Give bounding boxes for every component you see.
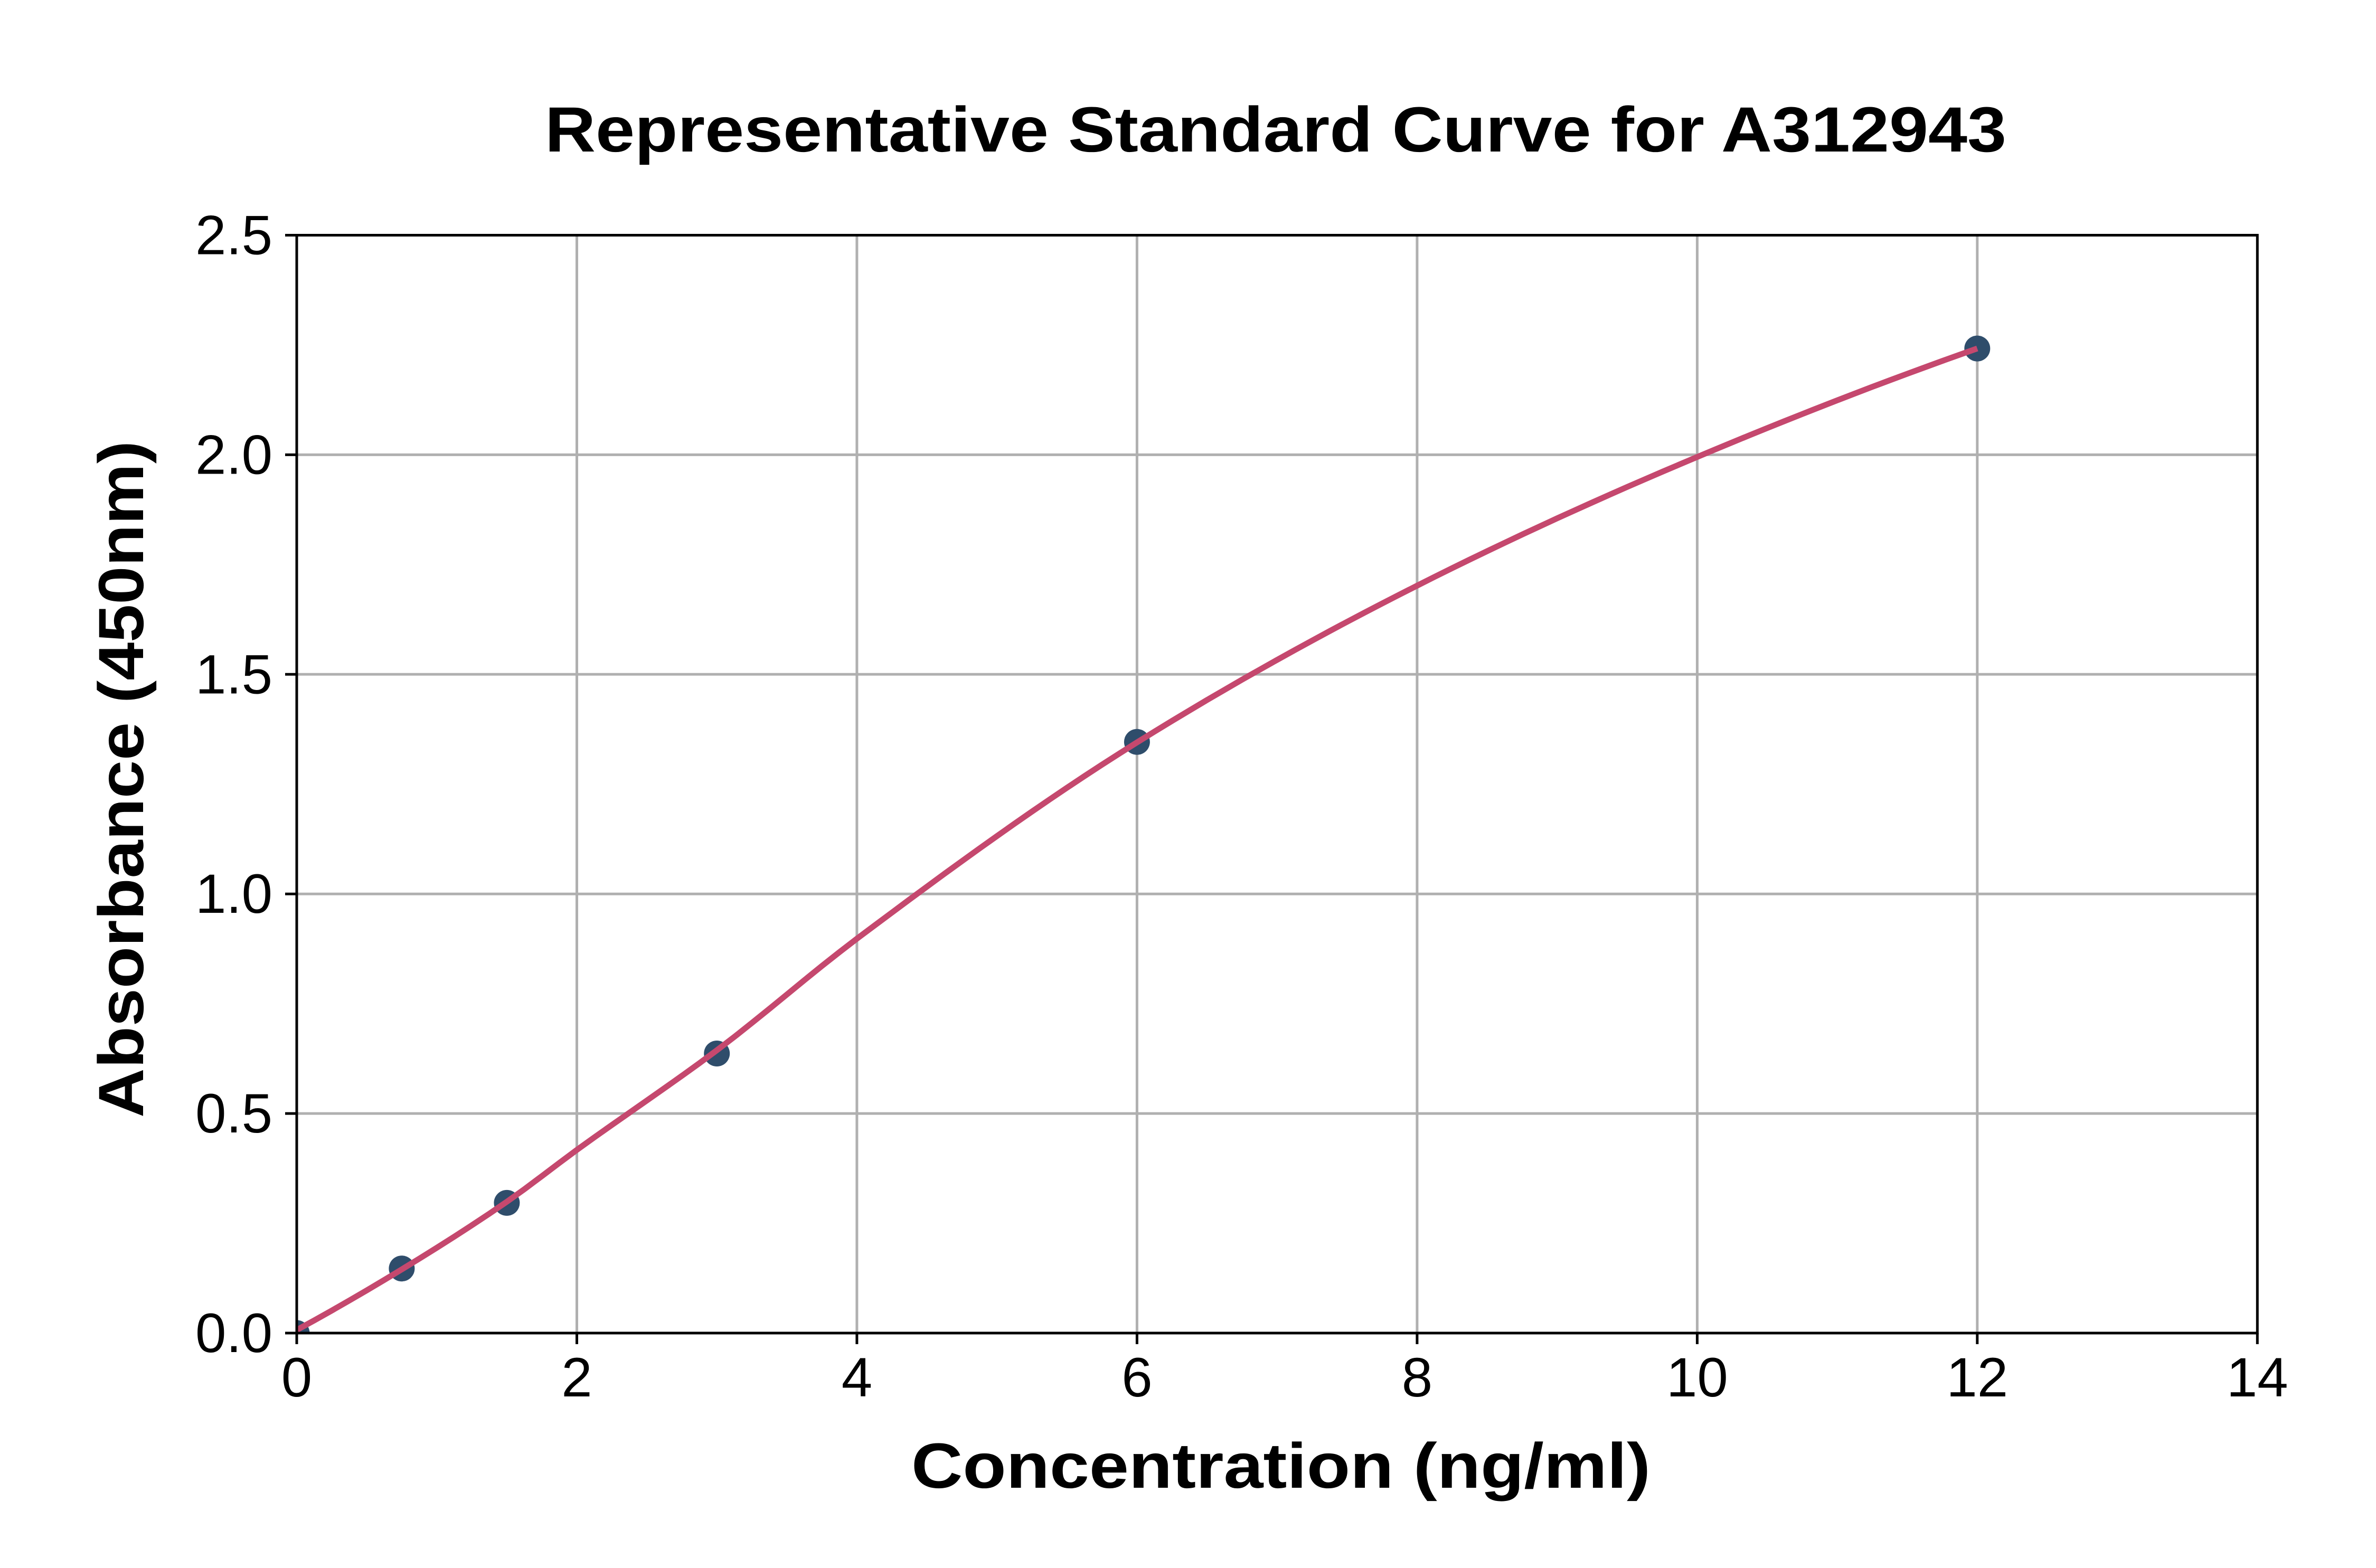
svg-text:14: 14 <box>2227 1347 2288 1409</box>
svg-text:0: 0 <box>281 1347 312 1409</box>
svg-text:Concentration (ng/ml): Concentration (ng/ml) <box>911 1430 1651 1501</box>
svg-text:2: 2 <box>561 1347 592 1409</box>
svg-text:1.5: 1.5 <box>195 644 272 705</box>
svg-text:0.5: 0.5 <box>195 1083 272 1145</box>
svg-text:8: 8 <box>1402 1347 1432 1409</box>
svg-text:12: 12 <box>1946 1347 2008 1409</box>
svg-text:2.0: 2.0 <box>195 424 272 486</box>
svg-text:Absorbance (450nm): Absorbance (450nm) <box>85 441 157 1118</box>
svg-text:0.0: 0.0 <box>195 1302 272 1364</box>
svg-text:10: 10 <box>1666 1347 1728 1409</box>
svg-text:Representative Standard Curve: Representative Standard Curve for A31294… <box>545 93 2006 165</box>
svg-text:2.5: 2.5 <box>195 205 272 267</box>
svg-text:6: 6 <box>1121 1347 1152 1409</box>
svg-text:1.0: 1.0 <box>195 863 272 925</box>
svg-text:4: 4 <box>842 1347 872 1409</box>
